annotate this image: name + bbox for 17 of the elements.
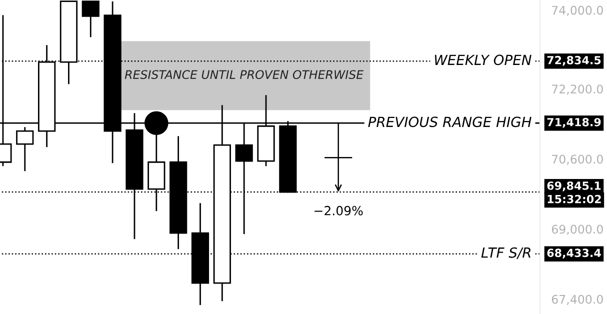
annotation: −2.09%: [314, 206, 363, 216]
text: 69,845.1: [547, 181, 601, 192]
candlestick: [82, 0, 100, 38]
y-tick-label: 69,000.0: [552, 224, 603, 235]
text: 71,418.9: [547, 118, 601, 128]
y-tick-label: 67,400.0: [552, 294, 603, 305]
text: 15:32:02: [548, 194, 601, 204]
y-tick-label: 74,000.0: [552, 6, 603, 16]
ref-line-label: LTF S/R: [481, 247, 530, 259]
band-label: RESISTANCE UNTIL PROVEN OTHERWISE: [124, 70, 364, 80]
y-tick-label: 72,200.0: [552, 84, 603, 95]
text: 72,834.5: [547, 56, 601, 66]
ref-line-label: WEEKLY OPEN: [434, 54, 532, 66]
candlestick: [16, 126, 34, 172]
ref-line-label: PREVIOUS RANGE HIGH: [368, 116, 532, 128]
text: 68,433.4: [547, 248, 601, 258]
y-tick-label: 70,600.0: [552, 154, 603, 165]
